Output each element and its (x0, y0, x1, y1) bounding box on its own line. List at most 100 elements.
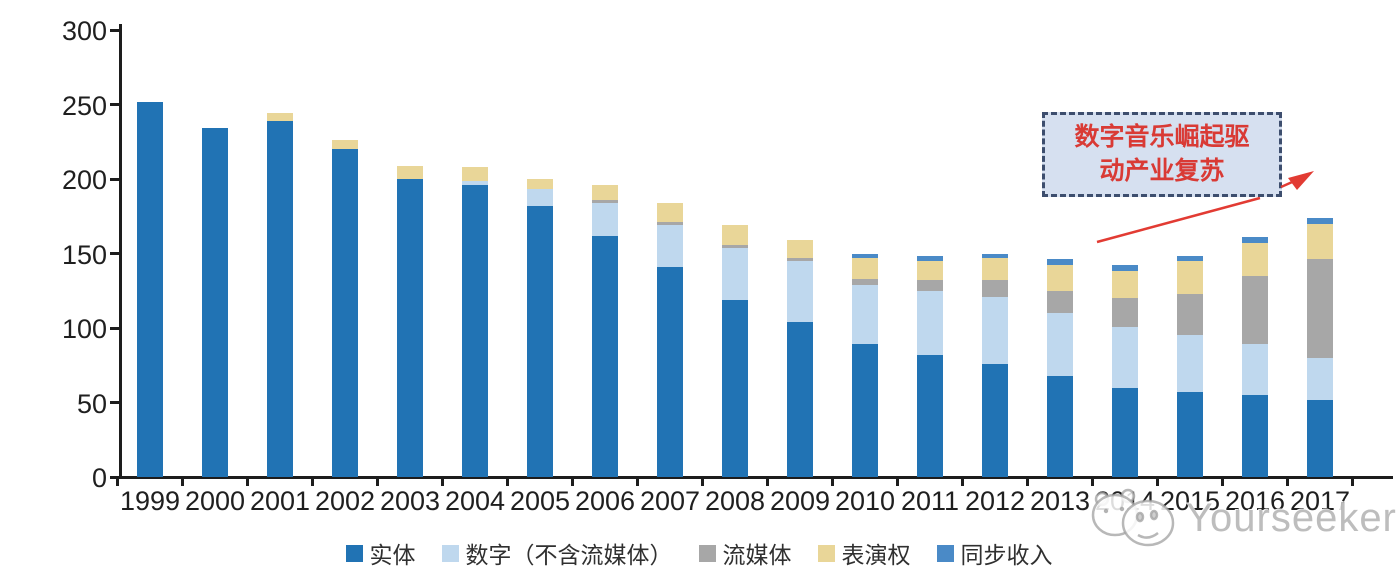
bar-segment (1112, 265, 1138, 272)
bar-segment (1177, 335, 1203, 393)
x-tick-label: 1999 (119, 486, 181, 516)
bar-segment (527, 205, 553, 477)
stacked-bar-2004 (462, 167, 488, 477)
x-tick-label: 2009 (769, 486, 831, 516)
x-tick (636, 478, 639, 486)
y-tick (110, 103, 120, 106)
stacked-bar-2002 (332, 140, 358, 477)
bar-segment (462, 180, 488, 185)
legend-label: 表演权 (841, 543, 911, 568)
bar-segment (982, 280, 1008, 297)
x-tick (1351, 478, 1354, 486)
x-tick (116, 478, 119, 486)
x-tick-label: 2012 (964, 486, 1026, 516)
stacked-bar-2008 (722, 225, 748, 477)
x-tick (701, 478, 704, 486)
y-tick-label: 150 (61, 239, 107, 270)
bar-segment (462, 167, 488, 181)
y-tick-label: 50 (76, 388, 107, 419)
x-tick-label: 2002 (314, 486, 376, 516)
x-tick (506, 478, 509, 486)
legend-item: 实体 (345, 536, 416, 570)
x-tick (766, 478, 769, 486)
x-tick (571, 478, 574, 486)
x-tick-label: 2007 (639, 486, 701, 516)
legend-label: 同步收入 (960, 543, 1053, 568)
x-tick-label: 2016 (1224, 486, 1286, 516)
bar-segment (397, 165, 423, 179)
stacked-bar-2011 (917, 256, 943, 477)
bar-segment (1047, 313, 1073, 376)
x-tick-label: 2017 (1289, 486, 1351, 516)
bar-segment (982, 253, 1008, 258)
bar-segment (657, 266, 683, 477)
bar-segment (722, 244, 748, 248)
x-tick-label: 2001 (249, 486, 311, 516)
y-tick-label: 200 (61, 165, 107, 195)
y-tick (110, 177, 120, 181)
stacked-bar-1999 (137, 101, 163, 477)
x-tick (1286, 478, 1289, 486)
bar-segment (1177, 293, 1203, 336)
bar-segment (917, 290, 943, 355)
x-tick-label: 2000 (184, 486, 246, 516)
y-tick (110, 401, 120, 404)
bar-segment (1307, 357, 1333, 400)
bar-segment (852, 278, 878, 285)
bar-segment (1242, 237, 1268, 244)
y-tick-label: 300 (61, 16, 107, 46)
bar-segment (1047, 265, 1073, 291)
x-tick-label: 2008 (704, 486, 766, 516)
stacked-bar-2016 (1242, 237, 1268, 477)
x-tick-label: 2003 (379, 486, 441, 516)
bar-segment (1047, 259, 1073, 266)
bar-segment (202, 128, 228, 477)
bar-segment (592, 235, 618, 477)
bar-segment (527, 179, 553, 190)
bar-segment (592, 199, 618, 203)
y-axis-line (119, 24, 122, 479)
bar-segment (787, 322, 813, 477)
bar-segment (1307, 217, 1333, 224)
bar-segment (722, 225, 748, 245)
bar-segment (1242, 275, 1268, 345)
bar-segment (657, 225, 683, 267)
legend-label: 实体 (369, 543, 416, 568)
legend-item: 流媒体 (698, 536, 792, 570)
bar-segment (787, 260, 813, 323)
x-tick-label: 2005 (509, 486, 571, 516)
bar-segment (137, 101, 163, 477)
x-tick (961, 478, 964, 486)
stacked-bar-2009 (787, 240, 813, 477)
x-tick (1156, 478, 1159, 486)
bar-segment (527, 189, 553, 206)
bar-segment (1242, 395, 1268, 477)
bar-segment (1112, 298, 1138, 327)
bar-segment (852, 284, 878, 345)
x-tick (1026, 478, 1029, 486)
annotation-callout-box: 数字音乐崛起驱 动产业复苏 (1042, 112, 1282, 197)
legend-swatch-icon (345, 544, 363, 562)
bar-segment (917, 260, 943, 281)
bar-segment (1177, 392, 1203, 477)
stacked-bar-2015 (1177, 256, 1203, 477)
bar-segment (787, 240, 813, 258)
stacked-bar-2006 (592, 184, 618, 477)
x-tick-label: 2004 (444, 486, 506, 516)
stacked-bar-2005 (527, 179, 553, 477)
bar-segment (657, 222, 683, 226)
x-tick (376, 478, 379, 486)
bar-segment (1242, 344, 1268, 396)
bar-segment (852, 344, 878, 477)
y-tick-label: 100 (61, 314, 107, 344)
x-tick-label: 2013 (1029, 486, 1091, 516)
legend-swatch-icon (441, 544, 459, 562)
bar-segment (722, 299, 748, 477)
bar-segment (592, 202, 618, 236)
stacked-bar-2017 (1307, 217, 1333, 477)
y-tick-label: 0 (91, 463, 107, 493)
bar-segment (982, 363, 1008, 477)
stacked-bar-2010 (852, 253, 878, 477)
y-tick (110, 326, 120, 330)
